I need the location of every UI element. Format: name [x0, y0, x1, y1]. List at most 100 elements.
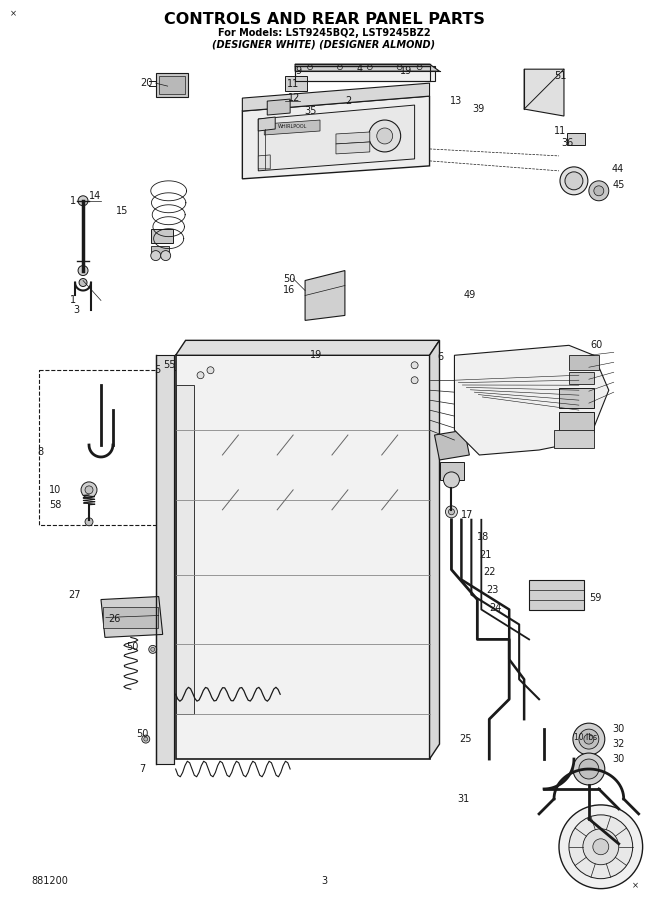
- Polygon shape: [305, 271, 345, 320]
- Text: (DESIGNER WHITE) (DESIGNER ALMOND): (DESIGNER WHITE) (DESIGNER ALMOND): [213, 40, 435, 50]
- Circle shape: [85, 518, 93, 526]
- Text: ×: ×: [632, 882, 639, 891]
- Text: 30: 30: [613, 754, 625, 764]
- Polygon shape: [267, 99, 290, 115]
- Text: 19: 19: [400, 67, 411, 76]
- Text: 45: 45: [613, 180, 625, 190]
- Bar: [151, 229, 172, 243]
- Text: WHIRLPOOL: WHIRLPOOL: [277, 124, 307, 130]
- Text: 10: 10: [49, 485, 61, 495]
- Text: 39: 39: [472, 104, 485, 114]
- Text: 3: 3: [73, 305, 79, 315]
- Bar: [156, 73, 187, 97]
- Circle shape: [85, 486, 93, 494]
- Text: 51: 51: [554, 71, 566, 81]
- Polygon shape: [176, 356, 430, 759]
- Circle shape: [149, 645, 157, 653]
- Text: 44: 44: [612, 164, 624, 174]
- Polygon shape: [295, 64, 439, 71]
- Circle shape: [207, 367, 214, 374]
- Bar: [569, 373, 594, 384]
- Polygon shape: [242, 96, 430, 179]
- Text: 1: 1: [70, 196, 76, 206]
- Text: 16: 16: [283, 285, 295, 295]
- Text: 19: 19: [310, 350, 322, 360]
- Circle shape: [142, 735, 150, 743]
- Text: 27: 27: [69, 590, 81, 599]
- Text: 8: 8: [37, 447, 43, 457]
- Text: 32: 32: [613, 739, 625, 749]
- Bar: [156, 356, 174, 764]
- Text: CONTROLS AND REAR PANEL PARTS: CONTROLS AND REAR PANEL PARTS: [163, 12, 485, 27]
- Text: 11: 11: [287, 79, 299, 89]
- Bar: [103, 607, 157, 628]
- Circle shape: [579, 729, 599, 749]
- Text: 50: 50: [126, 643, 138, 652]
- Text: 25: 25: [459, 734, 472, 744]
- Circle shape: [411, 377, 418, 383]
- Text: 881200: 881200: [31, 876, 68, 886]
- Circle shape: [593, 839, 608, 855]
- Polygon shape: [435, 430, 469, 460]
- Text: 24: 24: [489, 602, 502, 613]
- Circle shape: [151, 647, 155, 652]
- Text: 50: 50: [136, 729, 148, 739]
- Circle shape: [559, 805, 643, 888]
- Text: 55: 55: [163, 360, 176, 370]
- Text: 49: 49: [463, 291, 476, 301]
- Circle shape: [583, 829, 619, 865]
- Polygon shape: [454, 346, 608, 455]
- Bar: [567, 133, 585, 145]
- Circle shape: [79, 278, 87, 286]
- Circle shape: [144, 737, 148, 741]
- Circle shape: [573, 724, 605, 755]
- Circle shape: [78, 266, 88, 275]
- Text: 13: 13: [450, 96, 463, 106]
- Text: 3: 3: [321, 876, 327, 886]
- Polygon shape: [242, 83, 430, 111]
- Polygon shape: [176, 340, 439, 356]
- Text: 2: 2: [345, 96, 351, 106]
- Circle shape: [151, 250, 161, 261]
- Polygon shape: [430, 340, 439, 759]
- Polygon shape: [524, 69, 564, 116]
- Polygon shape: [259, 155, 270, 169]
- Circle shape: [81, 482, 97, 498]
- Bar: [151, 246, 168, 256]
- Circle shape: [569, 814, 632, 878]
- Text: 23: 23: [486, 585, 499, 595]
- Text: 9: 9: [295, 67, 301, 76]
- Polygon shape: [336, 142, 370, 154]
- Text: For Models: LST9245BQ2, LST9245BZ2: For Models: LST9245BQ2, LST9245BZ2: [218, 28, 430, 39]
- Text: 17: 17: [461, 509, 474, 520]
- Bar: [439, 462, 465, 480]
- Circle shape: [445, 506, 457, 518]
- Text: 58: 58: [49, 500, 61, 509]
- Bar: [529, 580, 584, 609]
- Circle shape: [161, 250, 170, 261]
- Text: 59: 59: [589, 592, 601, 602]
- Circle shape: [565, 172, 583, 190]
- Text: 14: 14: [89, 191, 101, 201]
- Text: 36: 36: [561, 138, 573, 148]
- Text: 21: 21: [480, 550, 492, 560]
- Circle shape: [594, 185, 604, 196]
- Circle shape: [584, 734, 594, 744]
- Polygon shape: [295, 67, 435, 81]
- Text: 11: 11: [554, 126, 566, 136]
- Polygon shape: [101, 597, 163, 637]
- Circle shape: [78, 196, 88, 206]
- Bar: [176, 385, 194, 715]
- Circle shape: [369, 120, 400, 152]
- Bar: [285, 76, 307, 91]
- Text: 6: 6: [437, 352, 444, 363]
- Bar: [569, 356, 599, 370]
- Text: 10 lbs: 10 lbs: [574, 733, 597, 742]
- Bar: [554, 430, 594, 448]
- Text: 20: 20: [141, 78, 153, 88]
- Bar: [159, 76, 185, 94]
- Polygon shape: [259, 105, 415, 171]
- Polygon shape: [336, 132, 370, 144]
- Circle shape: [448, 508, 454, 515]
- Text: 50: 50: [283, 274, 295, 284]
